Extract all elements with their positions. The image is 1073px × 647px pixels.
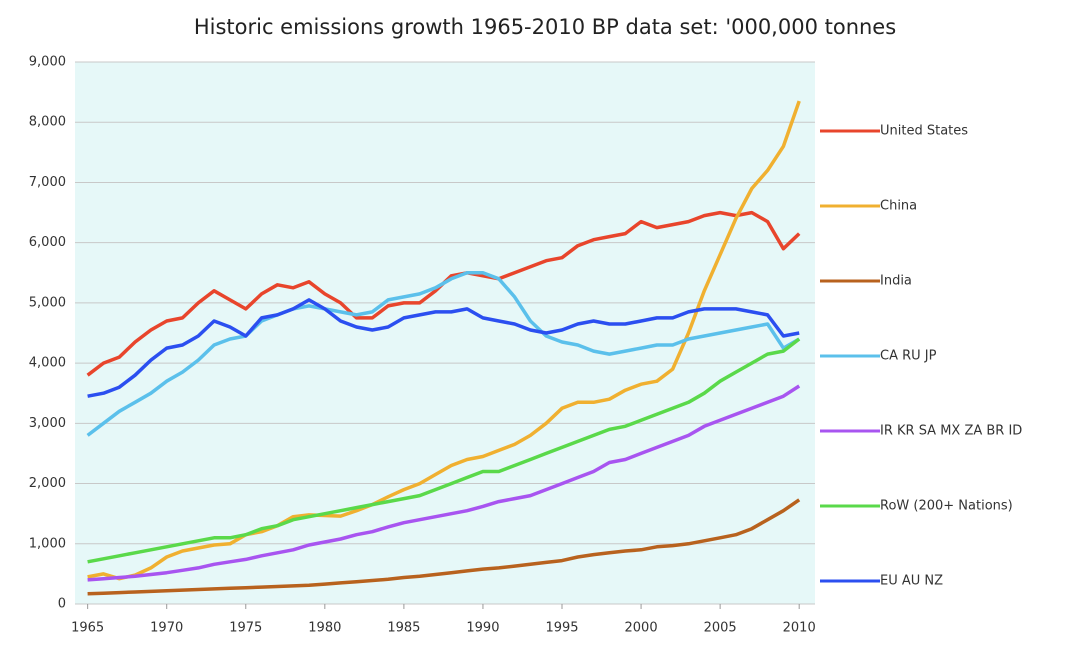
series-line (87, 337, 801, 564)
x-tick-label: 1985 (387, 621, 420, 636)
legend-label: RoW (200+ Nations) (880, 499, 1013, 514)
legend-label: IR KR SA MX ZA BR ID (880, 424, 1022, 439)
legend-label: India (880, 274, 912, 289)
x-tick-label: 1965 (71, 621, 104, 636)
series-line (87, 498, 801, 596)
y-tick-label: 1,000 (29, 536, 66, 551)
y-tick-label: 4,000 (29, 356, 66, 371)
y-tick-label: 2,000 (29, 476, 66, 491)
series-line (87, 384, 801, 582)
x-tick-label: 2010 (783, 621, 816, 636)
y-tick-label: 5,000 (29, 295, 66, 310)
legend-label: CA RU JP (880, 349, 937, 364)
legend-label: China (880, 199, 917, 214)
y-tick-label: 0 (58, 597, 66, 612)
series-line (87, 100, 801, 581)
y-tick-label: 3,000 (29, 416, 66, 431)
x-tick-label: 2005 (704, 621, 737, 636)
legend-label: United States (880, 124, 968, 139)
y-tick-label: 8,000 (29, 115, 66, 130)
y-tick-label: 7,000 (29, 175, 66, 190)
x-tick-label: 1990 (466, 621, 499, 636)
x-tick-label: 1980 (308, 621, 341, 636)
y-tick-label: 6,000 (29, 235, 66, 250)
x-tick-label: 1995 (545, 621, 578, 636)
series-line (87, 298, 800, 398)
x-tick-label: 1970 (150, 621, 183, 636)
chart-title: Historic emissions growth 1965-2010 BP d… (194, 15, 896, 39)
x-tick-label: 2000 (625, 621, 658, 636)
legend-label: EU AU NZ (880, 574, 943, 589)
series-line (86, 271, 801, 437)
x-tick-label: 1975 (229, 621, 262, 636)
plot-area (75, 62, 815, 604)
y-tick-label: 9,000 (29, 55, 66, 70)
